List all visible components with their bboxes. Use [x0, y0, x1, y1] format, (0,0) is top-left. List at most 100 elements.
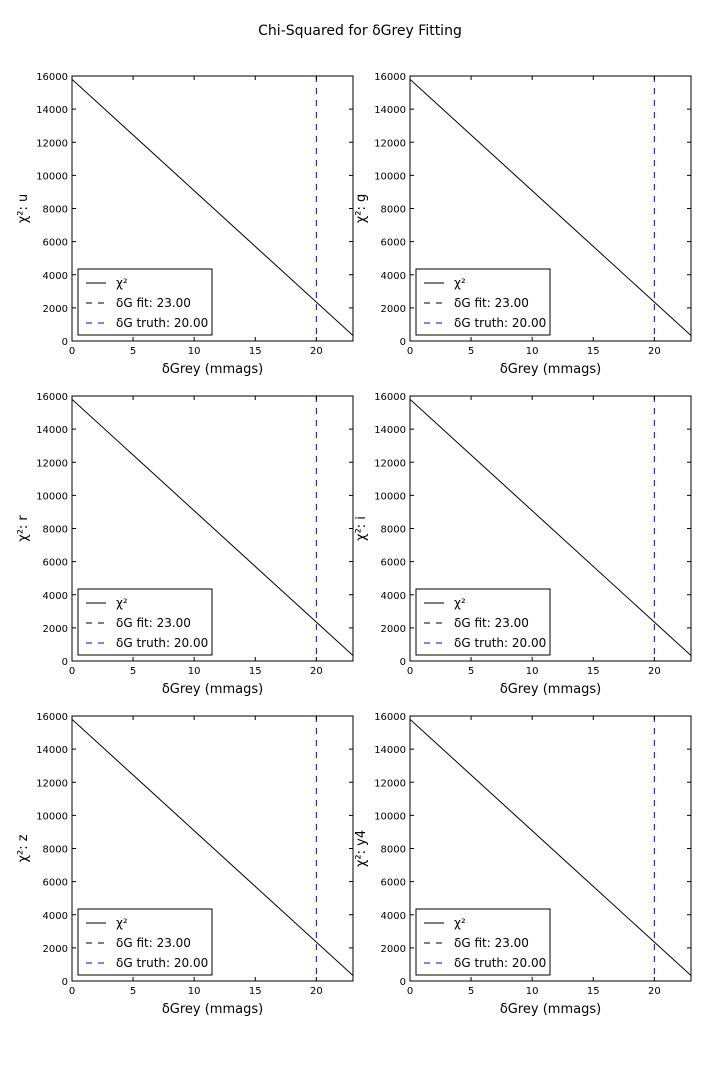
legend-label: χ²: [454, 596, 466, 610]
y-axis-label: χ²: r: [16, 515, 31, 542]
y-axis-label: χ²: z: [16, 834, 31, 862]
y-tick-label: 14000: [36, 105, 68, 116]
y-tick-label: 12000: [374, 778, 406, 789]
legend-box: [415, 588, 551, 656]
x-tick-label: 0: [407, 986, 413, 997]
y-tick-label: 12000: [374, 458, 406, 469]
legend-label: δG fit: 23.00: [116, 616, 191, 630]
legend-label: χ²: [454, 916, 466, 930]
legend-box: [77, 268, 213, 336]
x-tick-label: 5: [130, 986, 136, 997]
legend-label: δG truth: 20.00: [116, 956, 208, 970]
subplot-z: 0 5 10 15 20 0 2000 4000 6000 8000 10000 12000 14000…: [16, 712, 354, 1017]
x-tick-label: 15: [249, 666, 262, 677]
y-tick-label: 12000: [36, 138, 68, 149]
y-tick-label: 8000: [43, 205, 68, 216]
x-tick-label: 20: [310, 986, 323, 997]
legend-label: δG truth: 20.00: [454, 316, 546, 330]
legend-label: δG fit: 23.00: [116, 936, 191, 950]
legend-box: [415, 268, 551, 336]
chi2-series-line: [72, 718, 353, 976]
y-tick-label: 14000: [36, 425, 68, 436]
y-tick-label: 6000: [43, 238, 68, 249]
y-tick-label: 12000: [36, 458, 68, 469]
x-tick-label: 0: [69, 346, 75, 357]
chi2-series-line: [72, 78, 353, 336]
y-tick-label: 4000: [43, 911, 68, 922]
x-tick-label: 10: [526, 666, 539, 677]
legend-label: δG fit: 23.00: [454, 936, 529, 950]
y-tick-label: 2000: [43, 304, 68, 315]
legend-box: [77, 588, 213, 656]
x-tick-label: 15: [587, 346, 600, 357]
legend: χ² δG fit: 23.00 δG truth: 20.00: [415, 588, 551, 656]
y-axis-label: χ²: i: [354, 516, 369, 541]
x-tick-label: 15: [249, 986, 262, 997]
legend-label: χ²: [454, 276, 466, 290]
y-tick-label: 6000: [43, 558, 68, 569]
x-axis-label: δGrey (mmags): [500, 1002, 601, 1017]
y-tick-label: 8000: [43, 845, 68, 856]
x-tick-label: 5: [130, 666, 136, 677]
y-tick-label: 8000: [381, 205, 406, 216]
x-tick-label: 15: [587, 666, 600, 677]
x-tick-label: 5: [130, 346, 136, 357]
chi2-series-line: [410, 78, 691, 336]
y-tick-label: 14000: [374, 105, 406, 116]
y-axis-label: χ²: g: [354, 194, 369, 224]
x-tick-label: 0: [407, 346, 413, 357]
y-tick-label: 2000: [381, 304, 406, 315]
y-tick-label: 8000: [43, 525, 68, 536]
y-tick-label: 6000: [43, 878, 68, 889]
y-axis-label: χ²: u: [16, 194, 31, 223]
legend-box: [415, 908, 551, 976]
y-tick-label: 14000: [36, 745, 68, 756]
y-tick-label: 10000: [36, 171, 68, 182]
y-tick-label: 16000: [374, 392, 406, 403]
y-tick-label: 0: [400, 657, 406, 668]
subplot-u: 0 5 10 15 20 0 2000 4000 6000 8000 10000 12000 14000…: [16, 72, 354, 377]
y-tick-label: 10000: [36, 491, 68, 502]
x-tick-label: 0: [69, 666, 75, 677]
y-tick-label: 8000: [381, 525, 406, 536]
x-tick-label: 5: [468, 986, 474, 997]
y-tick-label: 2000: [43, 624, 68, 635]
x-tick-label: 10: [188, 986, 201, 997]
x-tick-label: 0: [69, 986, 75, 997]
y-tick-label: 14000: [374, 425, 406, 436]
y-tick-label: 6000: [381, 878, 406, 889]
y-tick-label: 16000: [36, 72, 68, 83]
legend-label: χ²: [116, 596, 128, 610]
x-tick-label: 10: [188, 346, 201, 357]
x-tick-label: 5: [468, 346, 474, 357]
x-tick-label: 10: [188, 666, 201, 677]
y-tick-label: 12000: [36, 778, 68, 789]
y-tick-label: 6000: [381, 238, 406, 249]
legend-label: δG truth: 20.00: [116, 316, 208, 330]
y-tick-label: 10000: [374, 171, 406, 182]
y-tick-label: 10000: [374, 491, 406, 502]
y-axis-label: χ²: y4: [354, 830, 369, 867]
y-tick-label: 4000: [381, 591, 406, 602]
legend-label: δG fit: 23.00: [454, 616, 529, 630]
legend-label: χ²: [116, 916, 128, 930]
legend: χ² δG fit: 23.00 δG truth: 20.00: [415, 268, 551, 336]
x-tick-label: 15: [249, 346, 262, 357]
subplot-i: 0 5 10 15 20 0 2000 4000 6000 8000 10000 12000 14000…: [354, 392, 692, 697]
legend-box: [77, 908, 213, 976]
subplot-y4: 0 5 10 15 20 0 2000 4000 6000 8000 10000 12000 14000…: [354, 712, 692, 1017]
y-tick-label: 4000: [43, 271, 68, 282]
subplots-grid: 0 5 10 15 2002000400060008000100001200014000…: [16, 72, 692, 1017]
legend-label: δG fit: 23.00: [116, 296, 191, 310]
x-tick-label: 10: [526, 986, 539, 997]
x-axis-label: δGrey (mmags): [162, 362, 263, 377]
legend-label: δG truth: 20.00: [454, 956, 546, 970]
y-tick-label: 4000: [43, 591, 68, 602]
y-tick-label: 2000: [43, 944, 68, 955]
x-tick-label: 10: [526, 346, 539, 357]
x-tick-label: 20: [648, 986, 661, 997]
subplot-r: 0 5 10 15 20 0 2000 4000 6000 8000 10000 12000 14000…: [16, 392, 354, 697]
chi2-series-line: [410, 398, 691, 656]
y-tick-label: 16000: [374, 712, 406, 723]
legend: χ² δG fit: 23.00 δG truth: 20.00: [77, 908, 213, 976]
